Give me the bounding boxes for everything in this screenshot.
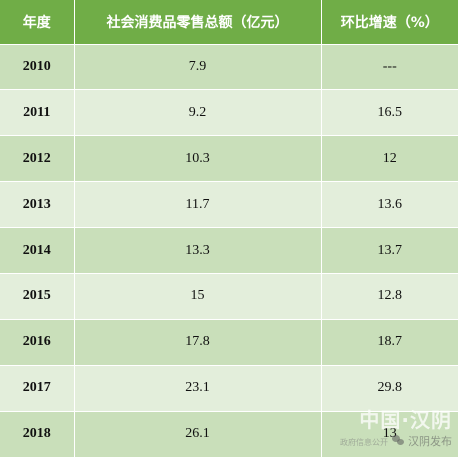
cell-retail-total: 13.3 [74,227,322,274]
table-row: 2015 15 12.8 [0,272,458,320]
cell-growth-rate: 12.8 [321,272,458,320]
cell-growth-rate: 16.5 [321,89,458,136]
cell-year: 2017 [0,364,75,412]
table-row: 2017 23.1 29.8 [0,364,458,412]
table-row: 2016 17.8 18.7 [0,318,458,366]
cell-retail-total: 17.8 [74,318,322,366]
cell-year: 2012 [0,135,75,182]
cell-year: 2010 [0,43,75,90]
header-retail-total: 社会消费品零售总额（亿元） [74,0,322,44]
header-year: 年度 [0,0,75,44]
header-row: 年度 社会消费品零售总额（亿元） 环比增速（%） [0,0,458,44]
cell-retail-total: 9.2 [74,89,322,136]
header-growth-rate: 环比增速（%） [340,14,439,31]
cell-retail-total: 10.3 [74,135,322,182]
cell-retail-total: 15 [74,272,322,320]
cell-retail-total: 23.1 [74,364,322,412]
cell-year: 2015 [0,272,75,320]
cell-retail-total: 26.1 [74,410,322,457]
cell-year: 2018 [0,410,75,457]
table-row: 2013 11.7 13.6 [0,181,458,228]
cell-growth-rate: 12 [321,135,458,182]
table-row: 2014 13.3 13.7 [0,227,458,274]
cell-growth-rate: 13 [321,410,458,457]
cell-growth-rate: 18.7 [321,318,458,366]
table-row: 2012 10.3 12 [0,135,458,182]
cell-retail-total: 7.9 [74,43,322,90]
cell-year: 2011 [0,89,75,136]
cell-year: 2016 [0,318,75,366]
table-row: 2010 7.9 --- [0,43,458,90]
table-row: 2011 9.2 16.5 [0,89,458,136]
cell-retail-total: 11.7 [74,181,322,228]
cell-growth-rate: 13.6 [321,181,458,228]
cell-growth-rate: --- [321,43,458,90]
table-row: 2018 26.1 13 [0,410,458,457]
cell-growth-rate: 29.8 [321,364,458,412]
cell-growth-rate: 13.7 [321,227,458,274]
cell-year: 2013 [0,181,75,228]
cell-year: 2014 [0,227,75,274]
